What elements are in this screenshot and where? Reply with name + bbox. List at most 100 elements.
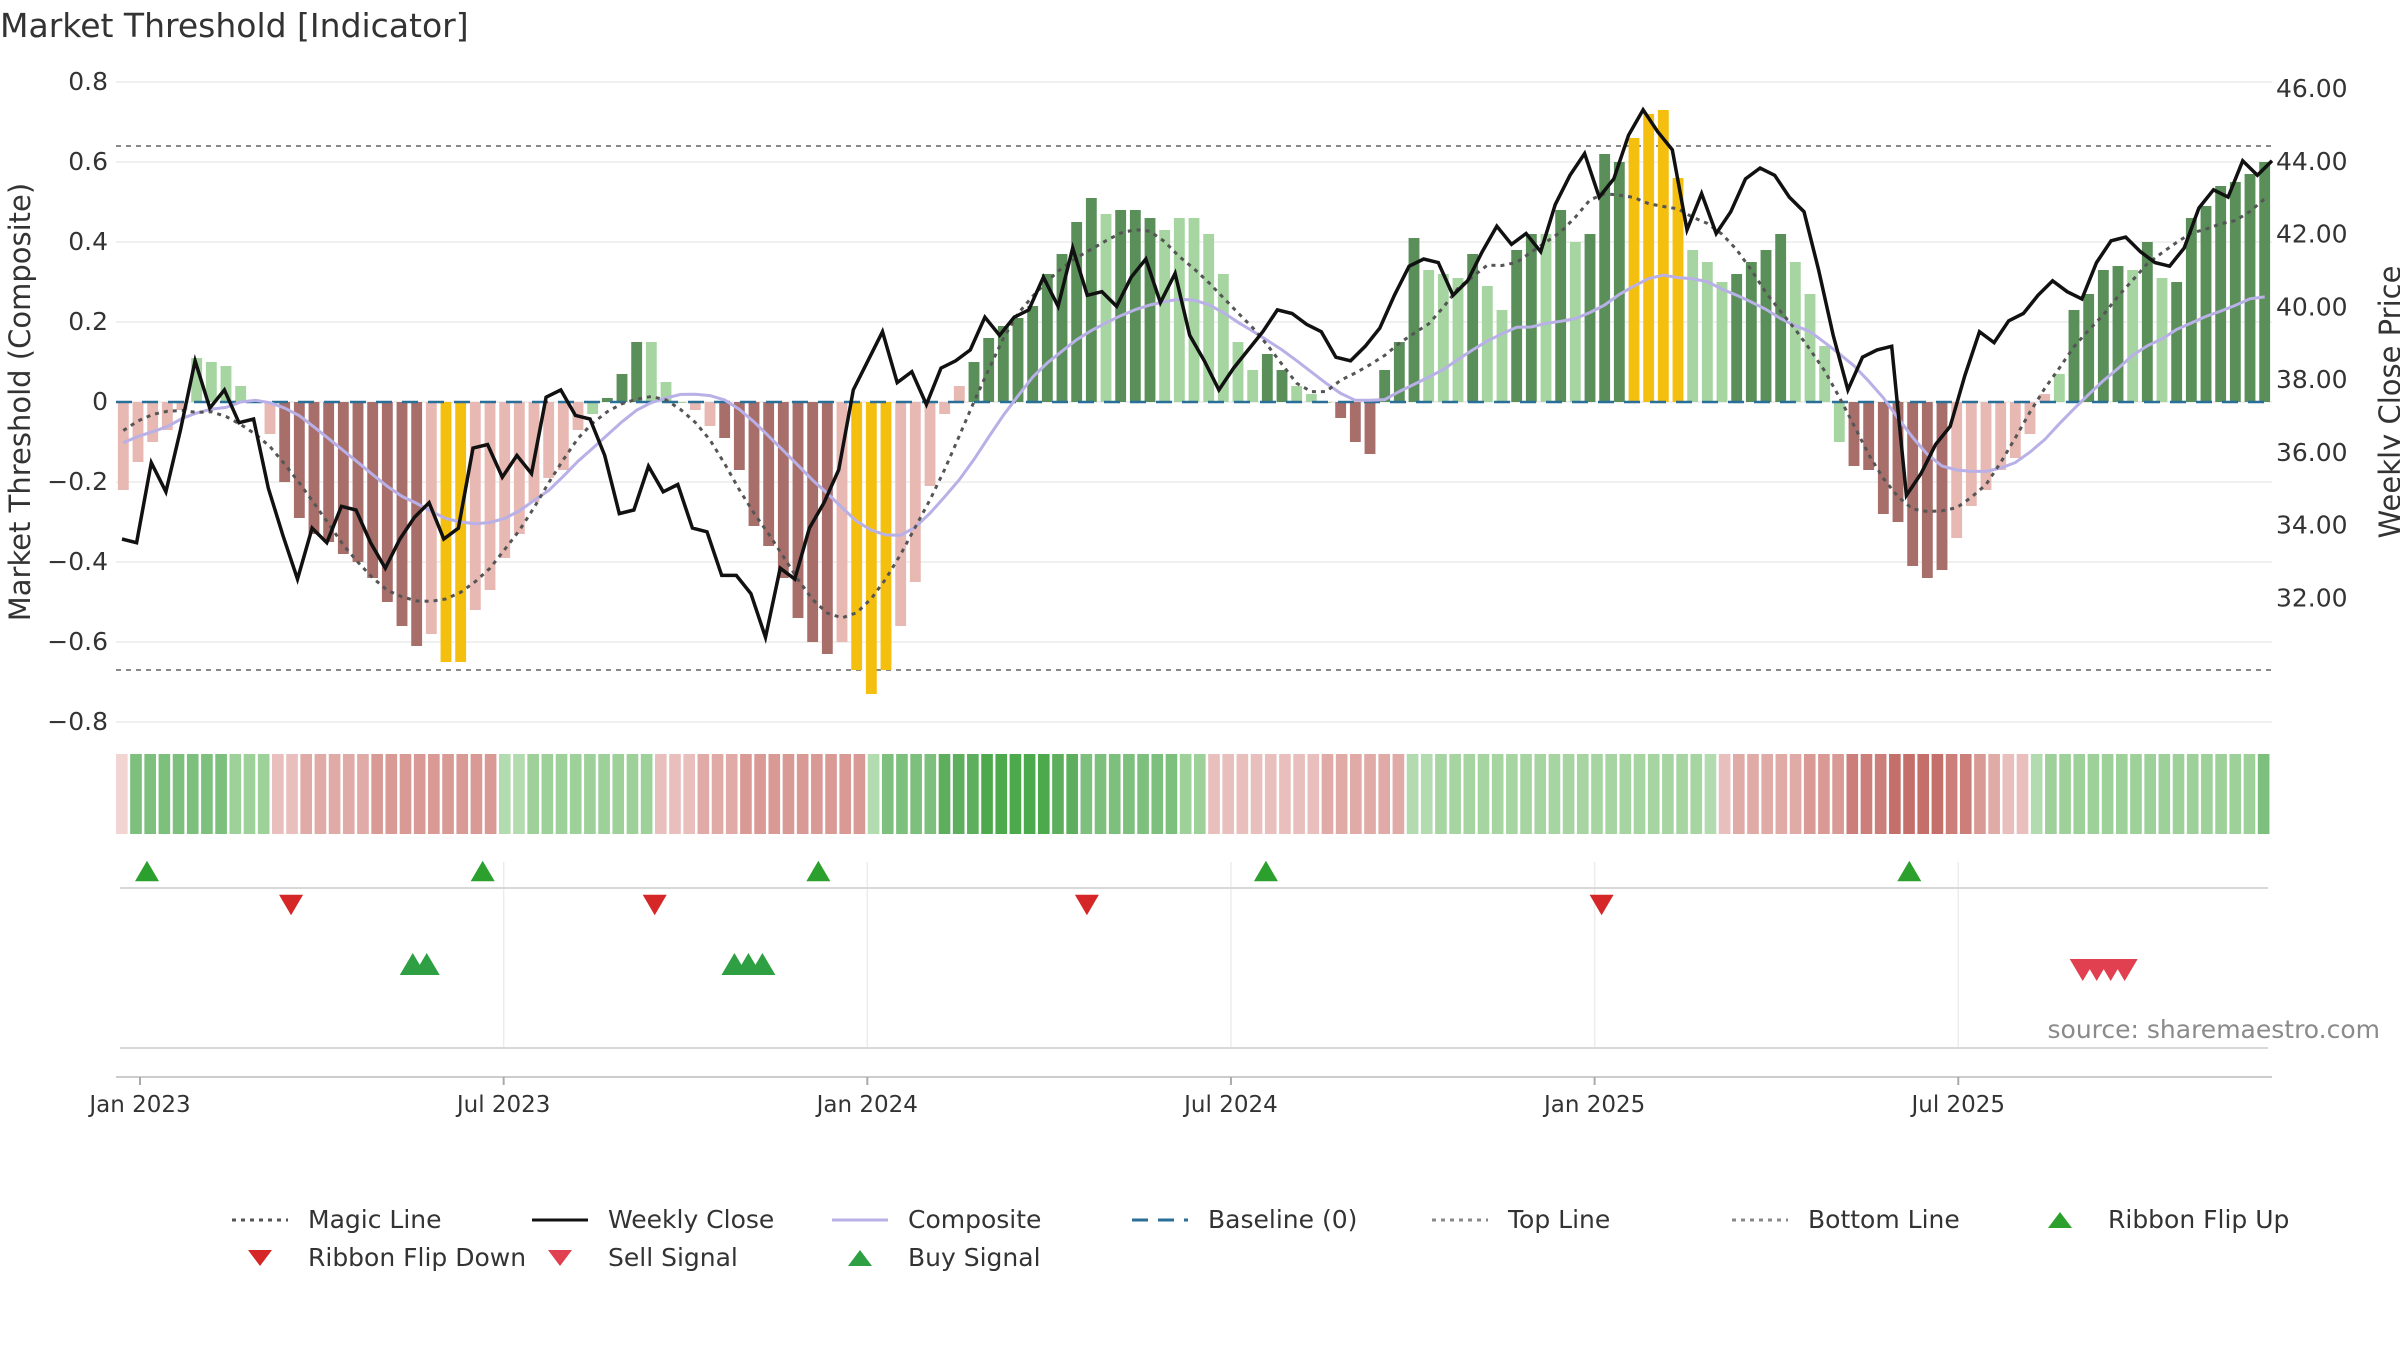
ribbon-cell (2130, 754, 2142, 834)
ribbon-cell (1123, 754, 1135, 834)
ribbon-cell (186, 754, 199, 834)
ribbon-cell (669, 754, 681, 834)
legend-item-flip_down: Ribbon Flip Down (230, 1243, 526, 1272)
composite-bar (2097, 270, 2109, 402)
ribbon-cell (456, 754, 469, 834)
composite-bar (469, 402, 481, 610)
composite-bar (1173, 218, 1185, 402)
ribbon-cell (498, 754, 511, 834)
composite-bar (1364, 402, 1376, 454)
ribbon-cell (371, 754, 383, 834)
composite-bar (1892, 402, 1904, 522)
ribbon-flip-up-marker (1897, 860, 1922, 882)
composite-bar (2053, 374, 2065, 402)
composite-bar (1863, 402, 1875, 470)
composite-bar (440, 402, 452, 662)
ribbon-cell (1208, 754, 1220, 834)
ribbon-cell (1704, 754, 1717, 834)
composite-bar (1188, 218, 1200, 402)
ribbon-cell (2045, 754, 2057, 834)
composite-bar (792, 402, 804, 618)
ribbon-cell (527, 754, 539, 834)
ribbon-cell (1009, 754, 1022, 834)
composite-bar (836, 402, 848, 642)
composite-bar (1232, 342, 1244, 402)
ribbon-cell (399, 754, 412, 834)
ribbon-cell (1179, 754, 1192, 834)
ribbon-cell (1562, 754, 1575, 834)
legend-item-top: Top Line (1430, 1205, 1610, 1234)
y-tick-left: 0 (92, 387, 108, 416)
ribbon-cell (172, 754, 185, 834)
composite-bar (1335, 402, 1347, 418)
y-tick-left: −0.6 (47, 627, 108, 656)
composite-bar (1071, 222, 1083, 402)
ribbon-cell (1520, 754, 1532, 834)
ribbon-cell (413, 754, 426, 834)
sell-signal-marker (2111, 958, 2138, 982)
ribbon-cell (796, 754, 809, 834)
ribbon-cell (2243, 754, 2256, 834)
ribbon-cell (484, 754, 497, 834)
legend-swatch-solid-line-icon (532, 1218, 588, 1221)
composite-bar (2009, 402, 2021, 458)
ribbon-cell (924, 754, 937, 834)
ribbon-cell (1335, 754, 1348, 834)
composite-line (122, 273, 2265, 537)
ribbon-cell (811, 754, 823, 834)
ribbon-flip-up-marker (806, 860, 831, 882)
ribbon-cell (257, 754, 270, 834)
composite-bar (2083, 294, 2095, 402)
legend-item-close: Weekly Close (530, 1205, 774, 1234)
composite-bar (895, 402, 907, 626)
ribbon-cell (1137, 754, 1149, 834)
legend-swatch-triangle-up-icon (848, 1249, 872, 1266)
ribbon-cell (839, 754, 852, 834)
ribbon-flip-down-marker (1074, 894, 1099, 916)
ribbon-cell (243, 754, 256, 834)
ribbon-cell (2257, 754, 2270, 834)
composite-bar (1349, 402, 1361, 442)
composite-bar (220, 366, 232, 402)
magic-line (122, 192, 2266, 620)
composite-bar (1760, 250, 1772, 402)
ribbon-cell (1889, 754, 1901, 834)
ribbon-cell (1733, 754, 1745, 834)
ribbon-cell (2059, 754, 2071, 834)
composite-bar (1613, 162, 1625, 402)
composite-bar (1129, 210, 1141, 402)
ribbon-cell (2172, 754, 2185, 834)
legend-swatch-triangle-down-icon (248, 1249, 272, 1266)
ribbon-cell (1988, 754, 2000, 834)
composite-bar (1276, 370, 1288, 402)
composite-bar (1056, 254, 1068, 402)
composite-bar (1525, 234, 1537, 402)
ribbon-cell (1662, 754, 1674, 834)
legend-item-magic: Magic Line (230, 1205, 442, 1234)
ribbon-cell (1506, 754, 1518, 834)
ribbon-cell (2030, 754, 2043, 834)
ribbon-cell (1676, 754, 1688, 834)
ribbon-cell (896, 754, 908, 834)
ribbon-cell (1860, 754, 1873, 834)
ribbon-cell (1789, 754, 1802, 834)
composite-bar (191, 358, 203, 402)
legend-swatch-triangle-up-icon (2048, 1211, 2072, 1228)
composite-bar (2024, 402, 2036, 434)
y-tick-right: 42.00 (2276, 220, 2348, 249)
composite-bar (851, 402, 863, 670)
composite-bar (660, 382, 672, 402)
ribbon-cell (1037, 754, 1050, 834)
ribbon-cell (2215, 754, 2227, 834)
ribbon-cell (782, 754, 795, 834)
composite-bar (719, 402, 731, 438)
ribbon-cell (1761, 754, 1773, 834)
composite-bar (704, 402, 716, 426)
composite-bar (1305, 394, 1317, 402)
ribbon-cell (470, 754, 483, 834)
source-note: source: sharemaestro.com (2047, 1015, 2381, 1044)
ribbon-cell (626, 754, 639, 834)
ribbon-cell (1775, 754, 1788, 834)
ribbon-cell (1534, 754, 1547, 834)
ribbon-cell (300, 754, 313, 834)
